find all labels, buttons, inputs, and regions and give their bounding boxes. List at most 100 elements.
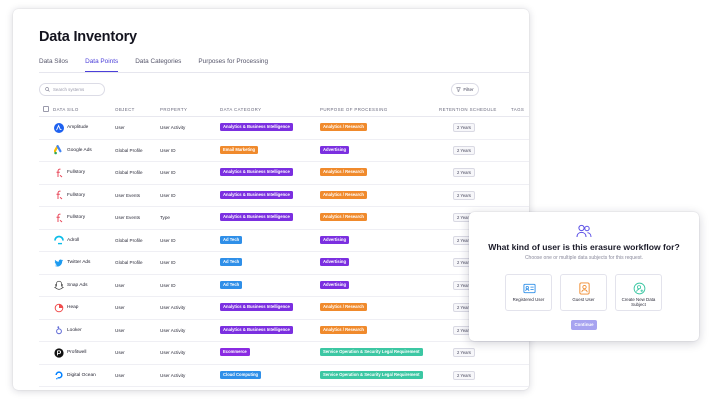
guest-user-option[interactable]: Guest User: [560, 274, 607, 311]
data-silo-name[interactable]: Profitwell: [67, 350, 87, 355]
snap-ads-logo-icon: [53, 280, 64, 291]
create-new-data-subject-label: Create New Data Subject: [621, 297, 656, 308]
table-header: DATA SILO OBJECT PROPERTY DATA CATEGORY …: [39, 103, 529, 117]
column-header-purpose[interactable]: PURPOSE OF PROCESSING: [320, 107, 388, 112]
tab-data-silos[interactable]: Data Silos: [39, 58, 69, 65]
profitwell-logo-icon: [53, 347, 64, 358]
twitter-ads-logo-icon: [53, 257, 64, 268]
data-category-badge[interactable]: Analytics & Business Intelligence: [220, 123, 293, 131]
continue-button[interactable]: Continue: [571, 320, 597, 330]
table-row[interactable]: Looker User User Activity Analytics & Busin…: [39, 320, 529, 342]
data-category-badge[interactable]: Email Marketing: [220, 145, 259, 154]
data-category-badge[interactable]: Analytics & Business Intelligence: [220, 303, 293, 311]
column-header-object[interactable]: OBJECT: [115, 107, 135, 112]
fullstory-logo-icon: [53, 167, 64, 178]
purpose-badge[interactable]: Analytics / Research: [320, 325, 367, 334]
object-cell: Global Profile: [115, 147, 143, 153]
object-cell: User: [115, 350, 125, 355]
property-cell: User ID: [160, 237, 176, 243]
table-row[interactable]: Amplitude User User Activity Analytics & Bu…: [39, 117, 529, 140]
data-category-badge[interactable]: Ecommerce: [220, 348, 250, 356]
property-cell: User Activity: [160, 327, 186, 333]
purpose-badge[interactable]: Advertising: [320, 258, 350, 266]
purpose-badge[interactable]: Analytics / Research: [320, 213, 367, 221]
purpose-badge[interactable]: Analytics / Research: [320, 303, 367, 311]
google-ads-logo-icon: [53, 145, 64, 156]
purpose-badge[interactable]: Service Operation & Security Legal Requi…: [320, 370, 423, 379]
purpose-badge[interactable]: Advertising: [320, 280, 350, 289]
object-cell: User Events: [115, 192, 141, 198]
data-silo-name[interactable]: Twitter Ads: [67, 260, 91, 265]
tab-purposes-for-processing[interactable]: Purposes for Processing: [198, 58, 268, 65]
registered-user-option[interactable]: Registered User: [505, 274, 552, 311]
retention-badge[interactable]: 2 Years: [453, 190, 475, 200]
column-header-tags[interactable]: TAGS: [511, 107, 525, 112]
purpose-badge[interactable]: Advertising: [320, 145, 350, 154]
data-category-badge[interactable]: Analytics & Business Intelligence: [220, 213, 293, 221]
table-row[interactable]: Fullstory User Events Type Analytics & Busi…: [39, 207, 529, 230]
purpose-badge[interactable]: Advertising: [320, 235, 350, 244]
data-silo-name[interactable]: Digital Ocean: [67, 372, 96, 378]
purpose-badge[interactable]: Analytics / Research: [320, 123, 367, 131]
data-category-badge[interactable]: Analytics & Business Intelligence: [220, 168, 293, 176]
purpose-badge[interactable]: Service Operation & Security Legal Requi…: [320, 348, 423, 356]
data-silo-name[interactable]: Looker: [67, 327, 82, 333]
data-silo-name[interactable]: Fullstory: [67, 192, 86, 198]
object-cell: User: [115, 282, 125, 288]
filter-button[interactable]: Filter: [451, 83, 479, 96]
fullstory-logo-icon: [53, 212, 64, 223]
tabs-divider: [39, 72, 529, 73]
purpose-badge[interactable]: Analytics / Research: [320, 168, 367, 176]
heap-logo-icon: [53, 302, 64, 313]
search-placeholder: Search systems: [53, 87, 85, 92]
data-category-badge[interactable]: Ad Tech: [220, 280, 243, 289]
retention-badge[interactable]: 2 Years: [453, 348, 475, 357]
column-header-data-silo[interactable]: DATA SILO: [53, 107, 79, 112]
tab-data-points[interactable]: Data Points: [85, 58, 119, 72]
data-silo-name[interactable]: Heap: [67, 305, 79, 310]
column-header-data-category[interactable]: DATA CATEGORY: [220, 107, 262, 112]
users-icon: [576, 224, 592, 238]
table-row[interactable]: Snap Ads User User ID Ad Tech Advertising 2 Y…: [39, 275, 529, 297]
column-header-retention[interactable]: RETENTION SCHEDULE: [439, 107, 497, 112]
retention-badge[interactable]: 2 Years: [453, 145, 475, 155]
data-inventory-panel: Data Inventory Data Silos Data Points Da…: [13, 9, 529, 390]
create-new-data-subject-option[interactable]: Create New Data Subject: [615, 274, 662, 311]
data-category-badge[interactable]: Ad Tech: [220, 235, 243, 244]
data-category-badge[interactable]: Ad Tech: [220, 258, 243, 266]
table-row[interactable]: Fullstory User Events User ID Analytics & B…: [39, 185, 529, 207]
data-silo-name[interactable]: Fullstory: [67, 215, 86, 220]
data-silo-name[interactable]: Amplitude: [67, 125, 89, 130]
data-silo-name[interactable]: Adroll: [67, 237, 80, 243]
retention-badge[interactable]: 2 Years: [453, 370, 475, 380]
purpose-badge[interactable]: Analytics / Research: [320, 190, 367, 199]
tab-data-categories[interactable]: Data Categories: [135, 58, 182, 65]
guest-user-icon: [579, 282, 590, 295]
table-row[interactable]: Twitter Ads Global Profile User ID Ad Tech A…: [39, 252, 529, 275]
amplitude-logo-icon: [53, 122, 64, 133]
search-input[interactable]: Search systems: [39, 83, 105, 96]
table-row[interactable]: Profitwell User User Activity Ecommerce Serv…: [39, 342, 529, 365]
add-user-icon: [633, 282, 646, 295]
property-cell: User ID: [160, 170, 176, 175]
table-row[interactable]: Digital Ocean User User Activity Cloud Comp…: [39, 365, 529, 387]
object-cell: Global Profile: [115, 260, 143, 265]
select-all-checkbox[interactable]: [43, 106, 49, 112]
data-category-badge[interactable]: Analytics & Business Intelligence: [220, 325, 293, 334]
table-row[interactable]: Heap User User Activity Analytics & Busines…: [39, 297, 529, 320]
data-silo-name[interactable]: Snap Ads: [67, 282, 88, 288]
column-header-property[interactable]: PROPERTY: [160, 107, 188, 112]
table-row[interactable]: Google Ads Global Profile User ID Email Mar…: [39, 140, 529, 162]
object-cell: User: [115, 372, 125, 378]
retention-badge[interactable]: 2 Years: [453, 168, 475, 177]
table-row[interactable]: Adroll Global Profile User ID Ad Tech Advert…: [39, 230, 529, 252]
data-silo-name[interactable]: Fullstory: [67, 170, 86, 175]
data-category-badge[interactable]: Cloud Computing: [220, 370, 262, 379]
data-category-badge[interactable]: Analytics & Business Intelligence: [220, 190, 293, 199]
table-row[interactable]: Fullstory Global Profile User ID Analytics …: [39, 162, 529, 185]
data-silo-name[interactable]: Google Ads: [67, 147, 92, 153]
object-cell: Global Profile: [115, 170, 143, 175]
retention-badge[interactable]: 2 Years: [453, 123, 475, 132]
registered-user-label: Registered User: [512, 297, 545, 302]
